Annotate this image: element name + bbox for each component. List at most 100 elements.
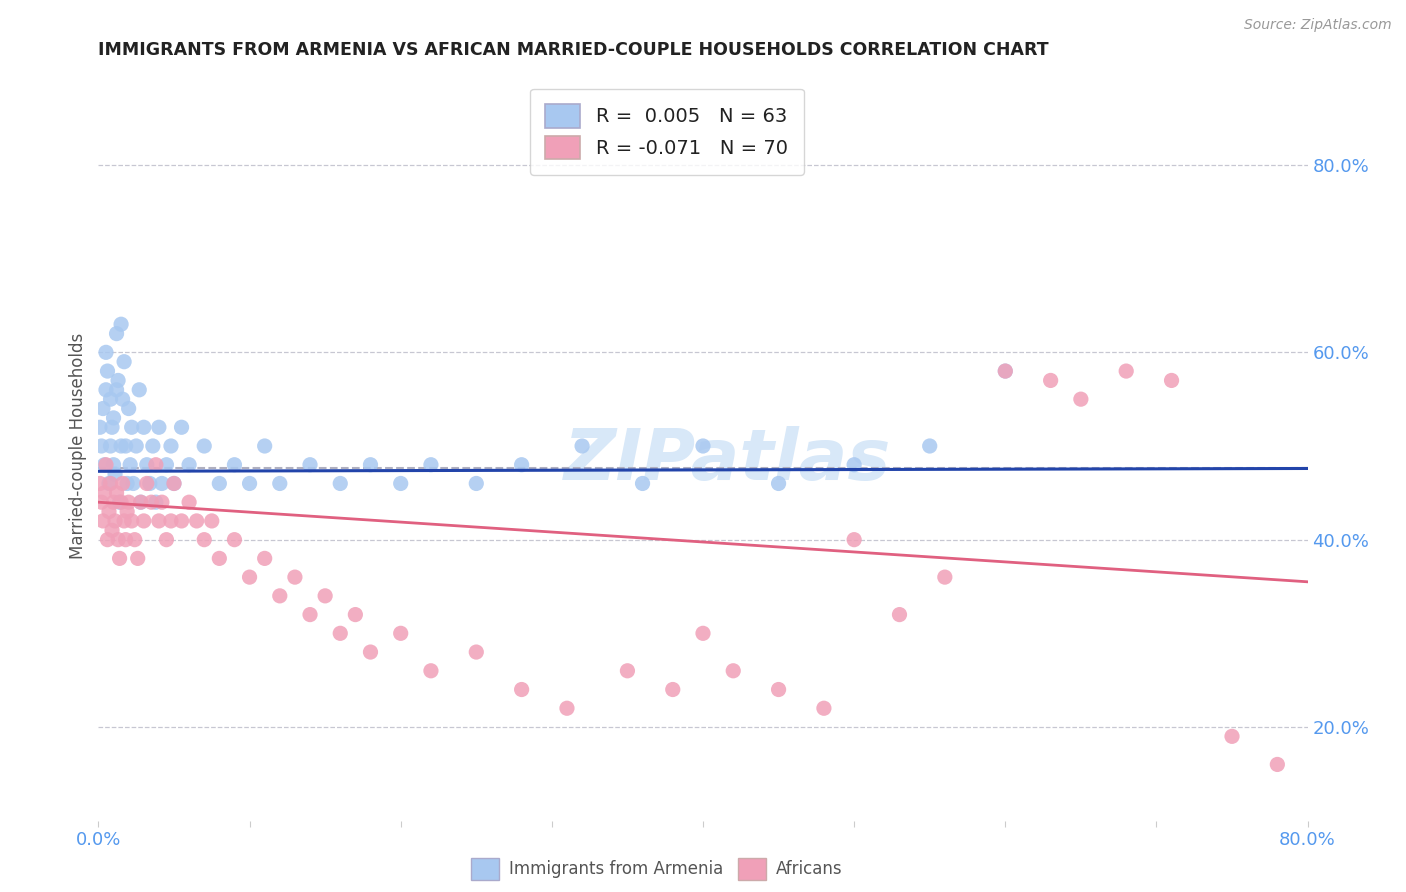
Point xyxy=(108,495,131,509)
Point xyxy=(253,551,276,566)
Text: IMMIGRANTS FROM ARMENIA VS AFRICAN MARRIED-COUPLE HOUSEHOLDS CORRELATION CHART: IMMIGRANTS FROM ARMENIA VS AFRICAN MARRI… xyxy=(98,41,1049,59)
Point xyxy=(150,476,173,491)
Point xyxy=(329,626,352,640)
Point xyxy=(465,645,488,659)
Point xyxy=(104,467,127,482)
Point xyxy=(179,458,201,472)
Point xyxy=(94,345,117,359)
Point xyxy=(114,439,136,453)
Point xyxy=(148,420,170,434)
Point xyxy=(813,701,835,715)
Point xyxy=(124,533,146,547)
Point xyxy=(142,439,165,453)
Point xyxy=(208,551,231,566)
Point xyxy=(145,495,167,509)
Point xyxy=(93,458,115,472)
Point xyxy=(994,364,1017,378)
Point xyxy=(994,364,1017,378)
Point xyxy=(98,505,121,519)
Point xyxy=(155,458,177,472)
Point xyxy=(132,420,155,434)
Point xyxy=(107,533,129,547)
Point xyxy=(768,682,790,697)
Point xyxy=(768,476,790,491)
Point xyxy=(224,458,246,472)
Point xyxy=(344,607,367,622)
Point xyxy=(239,476,262,491)
Point xyxy=(108,551,131,566)
Point xyxy=(94,383,117,397)
Point xyxy=(105,383,128,397)
Point xyxy=(170,514,193,528)
Text: Immigrants from Armenia: Immigrants from Armenia xyxy=(509,860,723,878)
Point xyxy=(115,476,138,491)
Point xyxy=(555,701,578,715)
Point xyxy=(631,476,654,491)
Point xyxy=(105,485,128,500)
Point xyxy=(170,420,193,434)
Point xyxy=(110,318,132,332)
Text: ZIPatlas: ZIPatlas xyxy=(564,426,891,495)
Point xyxy=(284,570,307,584)
Point xyxy=(692,626,714,640)
Point xyxy=(90,495,112,509)
Point xyxy=(193,533,215,547)
Point xyxy=(253,439,276,453)
Point xyxy=(163,476,186,491)
Point xyxy=(103,410,125,425)
Point xyxy=(104,514,127,528)
Point xyxy=(150,495,173,509)
Point xyxy=(128,383,150,397)
Point xyxy=(934,570,956,584)
Point xyxy=(571,439,593,453)
Point xyxy=(112,514,135,528)
Point xyxy=(90,439,112,453)
Point xyxy=(100,392,122,407)
Point xyxy=(360,645,382,659)
Point xyxy=(101,420,124,434)
Point xyxy=(127,551,149,566)
Point xyxy=(103,495,125,509)
Point xyxy=(96,364,118,378)
Point xyxy=(661,682,683,697)
Point xyxy=(93,485,115,500)
Point xyxy=(105,326,128,341)
Point xyxy=(107,374,129,388)
Point xyxy=(163,476,186,491)
Point xyxy=(125,439,148,453)
Point xyxy=(121,514,143,528)
Point xyxy=(360,458,382,472)
Point xyxy=(201,514,224,528)
Point xyxy=(918,439,941,453)
Point xyxy=(100,439,122,453)
Point xyxy=(616,664,638,678)
Point xyxy=(112,355,135,369)
Point xyxy=(101,524,124,538)
Point xyxy=(129,495,152,509)
Point xyxy=(224,533,246,547)
Point xyxy=(141,495,163,509)
Point xyxy=(208,476,231,491)
Point xyxy=(193,439,215,453)
Point xyxy=(111,476,134,491)
Point xyxy=(465,476,488,491)
Point xyxy=(135,476,157,491)
Point xyxy=(299,458,322,472)
Point xyxy=(844,533,866,547)
Point xyxy=(155,533,177,547)
Point xyxy=(299,607,322,622)
Point xyxy=(132,514,155,528)
Point xyxy=(510,682,533,697)
Point xyxy=(1070,392,1092,407)
Point xyxy=(118,495,141,509)
Point xyxy=(94,458,117,472)
Point xyxy=(329,476,352,491)
Point xyxy=(186,514,208,528)
Point xyxy=(269,476,291,491)
Point xyxy=(91,401,114,416)
Point xyxy=(510,458,533,472)
Point xyxy=(420,458,443,472)
Point xyxy=(160,439,183,453)
Point xyxy=(389,476,412,491)
Text: Source: ZipAtlas.com: Source: ZipAtlas.com xyxy=(1244,18,1392,32)
